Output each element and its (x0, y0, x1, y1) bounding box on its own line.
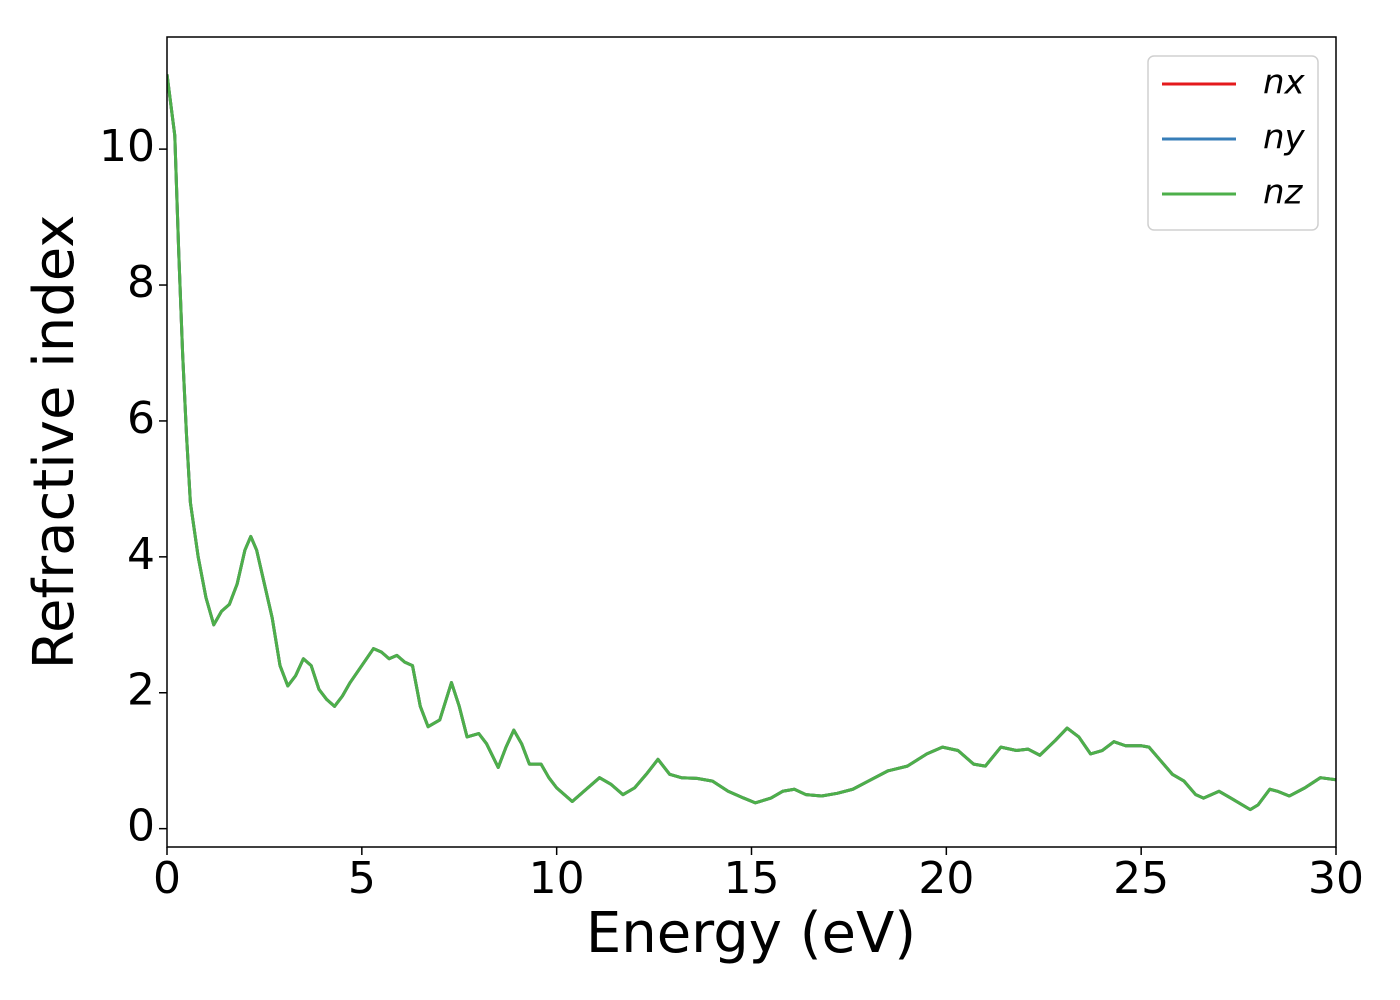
x-axis-label: Energy (eV) (586, 901, 916, 966)
y-axis-label: Refractive index (22, 215, 87, 670)
legend-label: nx (1263, 63, 1306, 103)
y-tick-label: 6 (127, 393, 155, 444)
plot-frame (166, 36, 1337, 848)
x-tick-label: 10 (529, 853, 585, 904)
y-tick-label: 2 (127, 665, 155, 716)
legend-box (1147, 55, 1319, 231)
x-tick-label: 5 (348, 853, 376, 904)
x-tick-label: 15 (724, 853, 780, 904)
y-tick-label: 10 (99, 121, 155, 172)
legend-label: ny (1263, 118, 1306, 158)
x-tick-label: 25 (1113, 853, 1169, 904)
data-line (167, 74, 1336, 812)
x-tick-label: 20 (918, 853, 974, 904)
y-tick-label: 4 (127, 529, 155, 580)
y-tick-label: 8 (127, 257, 155, 308)
x-tick-label: 30 (1308, 853, 1364, 904)
x-tick-label: 0 (153, 853, 181, 904)
legend-label: nz (1263, 173, 1304, 213)
y-tick-label: 0 (127, 801, 155, 852)
